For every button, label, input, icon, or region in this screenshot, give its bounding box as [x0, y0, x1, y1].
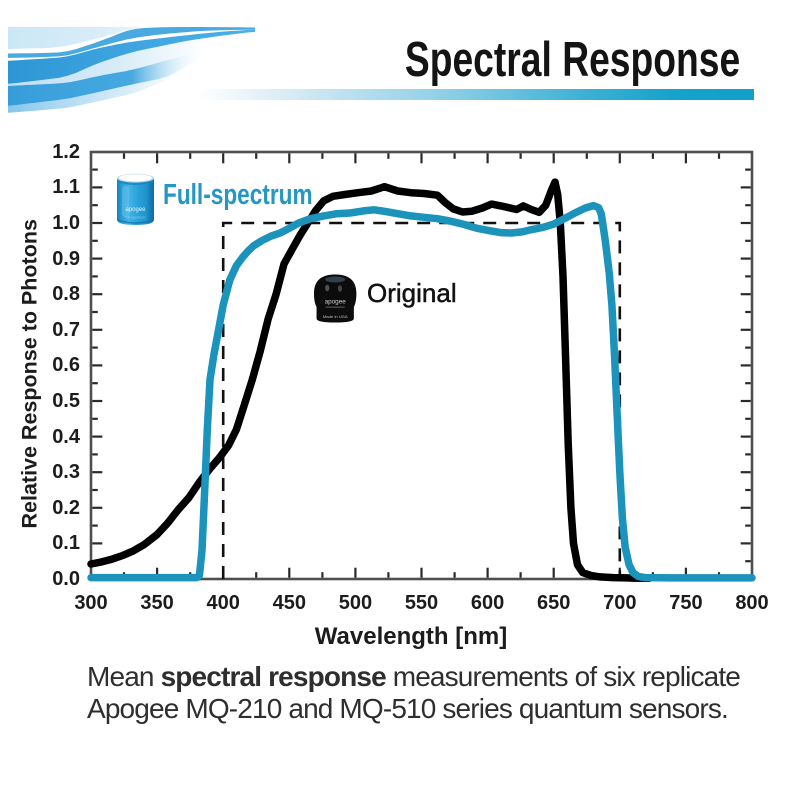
svg-text:apogee: apogee [125, 207, 146, 213]
svg-text:apogee: apogee [325, 299, 347, 306]
svg-text:Made in USA: Made in USA [323, 314, 348, 319]
svg-text:full spectrum: full spectrum [126, 216, 146, 220]
